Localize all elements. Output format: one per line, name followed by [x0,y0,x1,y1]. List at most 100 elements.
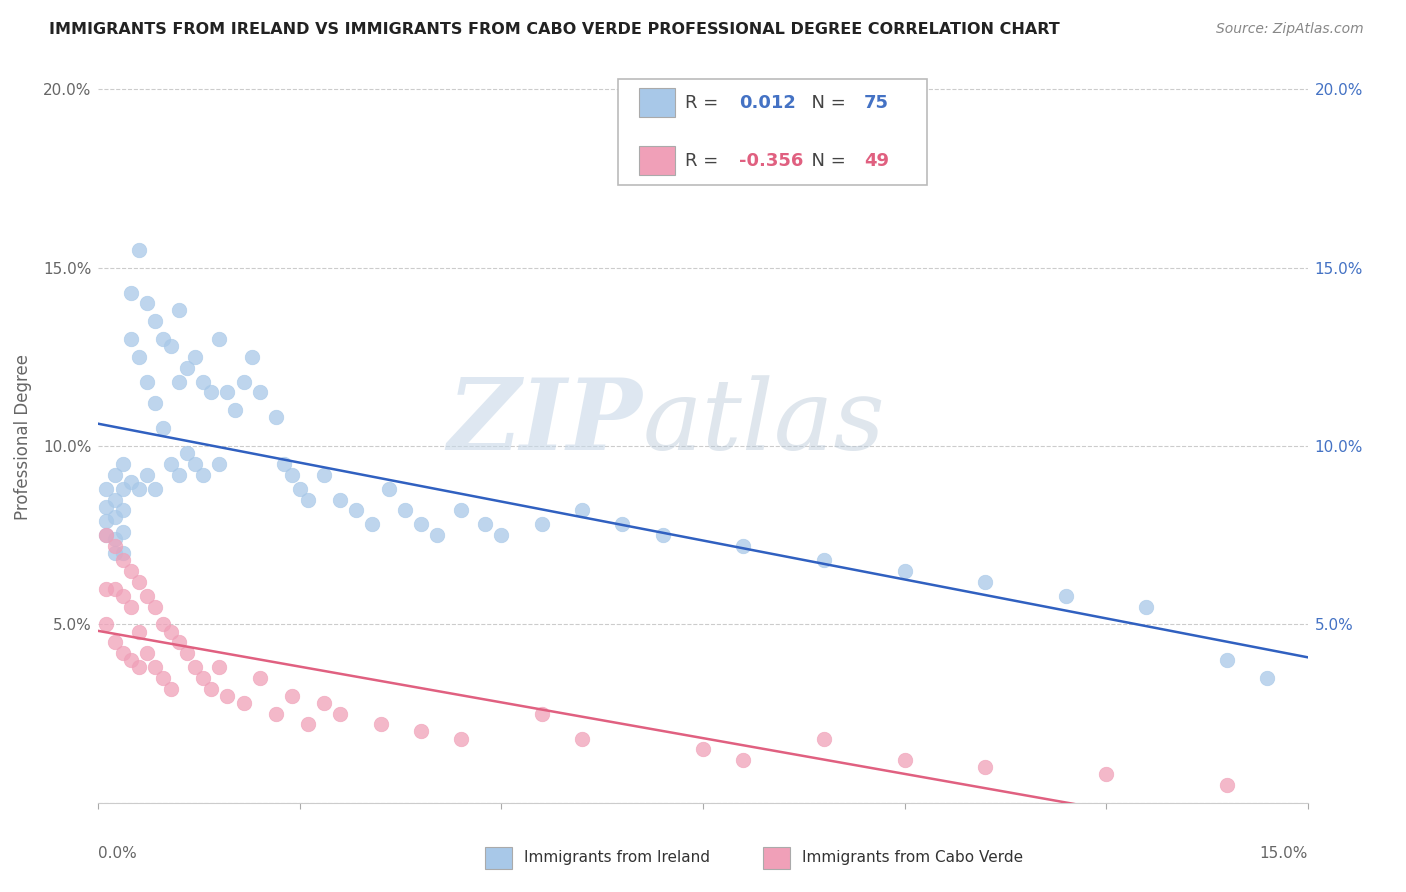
Text: N =: N = [800,152,851,169]
Point [264,706,287,721]
Point [96,514,118,528]
Point [167,635,190,649]
Text: 0.012: 0.012 [740,94,796,112]
Point [733,539,755,553]
Point [217,689,239,703]
Point [240,350,263,364]
Point [128,660,150,674]
Point [143,599,166,614]
Point [176,360,198,375]
Point [297,717,319,731]
Point [120,599,142,614]
Text: -0.356: -0.356 [740,152,804,169]
Point [394,503,416,517]
Point [893,753,915,767]
Point [135,589,157,603]
Text: Source: ZipAtlas.com: Source: ZipAtlas.com [1216,22,1364,37]
Bar [638,146,675,175]
Point [160,339,183,353]
Point [1216,653,1239,667]
Point [103,539,125,553]
Point [167,467,190,482]
Point [1095,767,1118,781]
Point [208,660,231,674]
Point [135,375,157,389]
Point [200,681,222,696]
Point [103,510,125,524]
Point [111,589,134,603]
Point [96,617,118,632]
Point [361,517,384,532]
Point [143,314,166,328]
Point [184,660,207,674]
Point [1054,589,1077,603]
Point [217,385,239,400]
Point [329,706,352,721]
Point [111,524,134,539]
Point [96,528,118,542]
Point [96,528,118,542]
Point [370,717,392,731]
Point [813,731,835,746]
Point [288,482,311,496]
Point [176,646,198,660]
Text: 49: 49 [863,152,889,169]
Point [409,517,432,532]
Point [208,332,231,346]
Point [120,475,142,489]
Point [281,689,304,703]
Point [450,503,472,517]
Point [264,410,287,425]
Point [111,546,134,560]
Point [571,731,593,746]
Text: atlas: atlas [643,375,886,470]
Point [143,396,166,410]
Point [96,582,118,596]
Point [160,457,183,471]
Point [128,624,150,639]
Point [103,492,125,507]
Point [281,467,304,482]
Point [143,660,166,674]
Point [96,500,118,514]
Point [111,646,134,660]
Point [120,332,142,346]
Point [135,296,157,310]
Point [571,503,593,517]
Text: N =: N = [800,94,851,112]
Text: IMMIGRANTS FROM IRELAND VS IMMIGRANTS FROM CABO VERDE PROFESSIONAL DEGREE CORREL: IMMIGRANTS FROM IRELAND VS IMMIGRANTS FR… [49,22,1060,37]
Point [232,375,254,389]
Point [733,753,755,767]
Point [111,457,134,471]
Point [1256,671,1278,685]
Text: 0.0%: 0.0% [98,846,138,861]
Point [450,731,472,746]
Text: 75: 75 [863,94,889,112]
Text: Immigrants from Cabo Verde: Immigrants from Cabo Verde [803,850,1024,865]
Text: 15.0%: 15.0% [1260,846,1308,861]
Point [249,671,271,685]
Point [530,706,553,721]
Point [491,528,513,542]
Point [103,635,125,649]
Point [530,517,553,532]
Point [612,517,634,532]
Point [651,528,673,542]
Point [103,582,125,596]
Point [103,532,125,546]
Point [409,724,432,739]
Point [143,482,166,496]
Text: ZIP: ZIP [447,375,643,471]
Point [224,403,246,417]
Bar [485,847,512,869]
Point [249,385,271,400]
Point [273,457,295,471]
Point [103,546,125,560]
Point [160,681,183,696]
Point [692,742,714,756]
Point [184,457,207,471]
Point [128,574,150,589]
Point [152,671,174,685]
Point [314,467,336,482]
Point [111,482,134,496]
